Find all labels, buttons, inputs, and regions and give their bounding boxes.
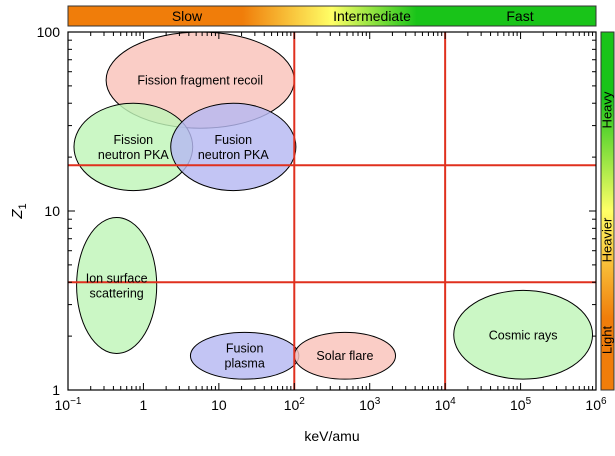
- region-label: Fusion: [226, 342, 264, 356]
- velocity-label: Fast: [506, 8, 533, 24]
- y-tick-label: 1: [52, 382, 60, 398]
- region-label: Cosmic rays: [489, 328, 558, 342]
- x-tick-label: 106: [585, 396, 607, 413]
- y-tick-label: 100: [37, 24, 61, 40]
- region-label: neutron PKA: [198, 148, 270, 162]
- x-tick-exponent: 4: [450, 396, 456, 407]
- x-tick-label: 10−1: [55, 396, 82, 413]
- x-tick-exponent: 2: [299, 396, 305, 407]
- x-tick-label: 1: [140, 397, 148, 413]
- region-label: Fission: [114, 133, 154, 147]
- x-tick-label: 102: [284, 396, 306, 413]
- mass-bar: [600, 31, 615, 391]
- region-label: scattering: [90, 286, 144, 300]
- x-tick-label: 104: [435, 396, 457, 413]
- x-tick-label: 103: [359, 396, 381, 413]
- mass-label: Heavier: [600, 217, 615, 262]
- velocity-bar: [67, 5, 597, 27]
- region-label: Ion surface: [86, 271, 148, 285]
- x-axis-label: keV/amu: [304, 428, 359, 444]
- mass-label: Heavy: [600, 91, 615, 128]
- region-label: Solar flare: [316, 349, 373, 363]
- x-tick-exponent: 5: [526, 396, 532, 407]
- region-label: neutron PKA: [98, 148, 170, 162]
- velocity-label: Slow: [172, 8, 203, 24]
- region-ellipse: [76, 216, 158, 354]
- x-tick-label: 105: [510, 396, 532, 413]
- x-tick-label: 10: [211, 397, 227, 413]
- y-tick-label: 10: [44, 203, 60, 219]
- region-ellipse: [170, 102, 297, 192]
- y-axis-label: Z1: [9, 203, 29, 219]
- mass-label: Light: [600, 326, 615, 355]
- y-axis-label-subscript: 1: [17, 203, 29, 209]
- x-tick-exponent: 6: [601, 396, 607, 407]
- x-tick-exponent: 3: [375, 396, 381, 407]
- region-label: Fusion: [215, 133, 253, 147]
- region-ellipse: [453, 289, 594, 380]
- region-label: Fission fragment recoil: [137, 74, 263, 88]
- velocity-label: Intermediate: [333, 8, 411, 24]
- region-label: plasma: [225, 357, 265, 371]
- x-tick-exponent: −1: [70, 396, 82, 407]
